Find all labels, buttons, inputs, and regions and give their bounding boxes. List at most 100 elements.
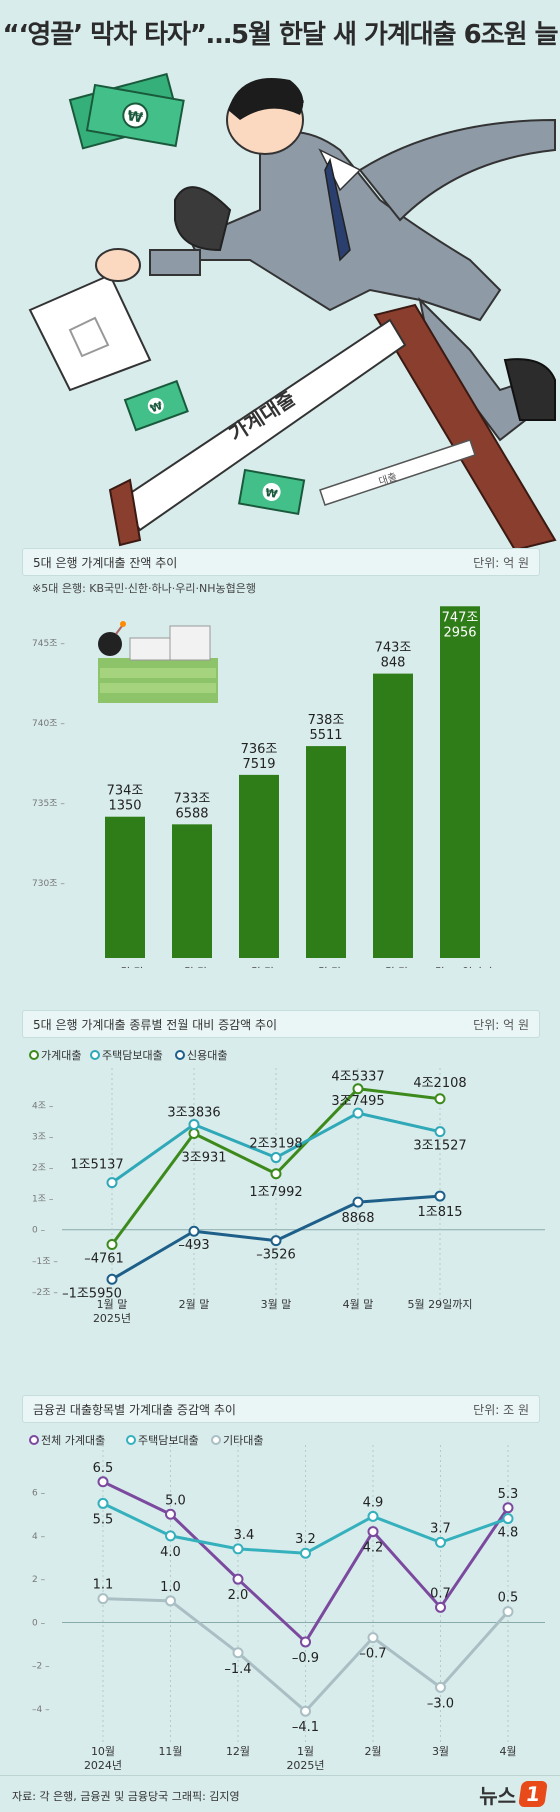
legend-item: 가계대출	[29, 1049, 81, 1062]
data-point	[165, 1530, 176, 1542]
svg-text:₩: ₩	[148, 399, 164, 415]
legend-label: 전체 가계대출	[41, 1434, 105, 1447]
x-tick-label: 3월 말	[311, 966, 342, 968]
news1-logo: 뉴스 1	[479, 1780, 548, 1808]
data-label: 3조7495	[331, 1094, 384, 1109]
data-point	[106, 1177, 118, 1189]
monthly-change-line-chart: 가계대출 주택담보대출 신용대출 4조 – 3조 – 2조 – 1조 – 0 – –1조 – –2…	[29, 1049, 545, 1325]
document-icon	[28, 273, 152, 392]
data-label: 3.2	[295, 1532, 316, 1547]
legend-item: 주택담보대출	[126, 1434, 199, 1447]
panel-sector-change: 금융권 대출항목별 가계대출 증감액 추이 단위: 조 원 전체 가계대출 주택담…	[0, 1395, 560, 1775]
bar	[306, 746, 346, 958]
legend-label: 가계대출	[41, 1049, 81, 1062]
data-label: 1조7992	[249, 1185, 302, 1200]
data-point	[188, 1118, 200, 1130]
bar	[239, 774, 279, 958]
data-point	[352, 1083, 364, 1095]
data-point	[97, 1476, 109, 1488]
data-point	[188, 1128, 200, 1140]
y-tick-label: –4 –	[32, 1705, 50, 1715]
legend-item: 신용대출	[175, 1049, 227, 1062]
svg-text:₩: ₩	[126, 108, 145, 127]
legend-item: 주택담보대출	[90, 1049, 163, 1062]
data-label: –3.0	[427, 1696, 454, 1711]
panel-header: 5대 은행 가계대출 잔액 추이 단위: 억 원	[22, 548, 540, 576]
data-label: 4.2	[363, 1541, 384, 1556]
unit-label: 단위: 억 원	[473, 556, 529, 570]
data-label: 8868	[341, 1211, 374, 1226]
data-point	[352, 1196, 364, 1208]
data-label: 1조5137	[70, 1158, 123, 1173]
x-tick-label: 4월 말	[343, 1298, 374, 1311]
bar	[373, 673, 413, 958]
y-tick-label: 735조 –	[32, 799, 65, 809]
bar	[440, 606, 480, 958]
x-tick-label: 4월 말	[378, 966, 409, 968]
data-point	[367, 1526, 379, 1538]
data-point	[188, 1225, 200, 1237]
data-label: –4.1	[292, 1720, 319, 1735]
data-label: 3조3836	[167, 1105, 220, 1120]
data-label: 2조3198	[249, 1137, 302, 1152]
data-point	[270, 1152, 282, 1164]
data-point	[435, 1601, 446, 1613]
panel-title: 금융권 대출항목별 가계대출 증감액 추이	[33, 1403, 236, 1417]
legend-item: 전체 가계대출	[29, 1434, 105, 1447]
y-tick-label: 740조 –	[32, 719, 65, 729]
data-label: 4조5337	[331, 1070, 384, 1085]
data-point	[434, 1190, 446, 1202]
data-label: 1.1	[93, 1578, 114, 1593]
logo-text: 뉴스	[479, 1783, 516, 1808]
y-tick-label: 730조 –	[32, 879, 65, 889]
data-point	[300, 1636, 311, 1648]
y-tick-label: 0 –	[32, 1618, 46, 1628]
data-label: 1조815	[417, 1205, 462, 1220]
data-label: 2.0	[228, 1588, 249, 1603]
footnote: ※5대 은행: KB국민·신한·하나·우리·NH농협은행	[32, 582, 256, 595]
bar-value-label: 743조 848	[375, 641, 412, 671]
panel-header: 금융권 대출항목별 가계대출 증감액 추이 단위: 조 원	[22, 1395, 540, 1423]
businessman-figure	[95, 78, 556, 442]
x-tick-label: 2월 말	[244, 966, 275, 968]
data-point	[435, 1681, 446, 1693]
data-label: 4.9	[363, 1495, 384, 1510]
y-tick-label: –2 –	[32, 1662, 50, 1672]
x-tick-label: 12월 말2024년	[106, 966, 144, 968]
data-point	[270, 1168, 282, 1180]
building-icon	[98, 621, 218, 703]
data-point	[232, 1647, 244, 1659]
unit-label: 단위: 억 원	[473, 1018, 529, 1032]
y-tick-label: 4조 –	[32, 1101, 54, 1111]
legend-item: 기타대출	[211, 1434, 263, 1447]
legend-label: 기타대출	[223, 1434, 263, 1447]
x-tick-label: 2월 말	[179, 1298, 210, 1311]
data-point	[232, 1543, 244, 1555]
data-point	[434, 1126, 446, 1138]
bar-value-label: 747조 2956	[442, 610, 479, 640]
data-label: 4.8	[498, 1526, 519, 1541]
x-tick-label: 5월 29일까지	[428, 965, 493, 968]
y-tick-label: 745조 –	[32, 639, 65, 649]
panel-header: 5대 은행 가계대출 종류별 전월 대비 증감액 추이 단위: 억 원	[22, 1010, 540, 1038]
data-point	[352, 1107, 364, 1119]
panel-title: 5대 은행 가계대출 종류별 전월 대비 증감액 추이	[33, 1018, 278, 1032]
data-point	[502, 1606, 514, 1618]
series-line	[110, 1087, 441, 1246]
bar	[172, 824, 212, 958]
data-label: –1.4	[224, 1662, 251, 1677]
bar-value-label: 738조 5511	[308, 713, 345, 743]
x-tick-label: 10월 2024년	[84, 1745, 122, 1772]
bar	[105, 816, 145, 958]
data-point	[502, 1502, 514, 1514]
data-point	[367, 1510, 379, 1522]
data-label: –0.7	[359, 1647, 386, 1662]
small-hurdle-label: 대출	[377, 471, 398, 488]
data-point	[97, 1497, 109, 1509]
data-point	[165, 1508, 176, 1520]
data-point	[367, 1632, 379, 1644]
data-label: 0.5	[498, 1591, 519, 1606]
bar-value-label: 733조 6588	[174, 791, 211, 821]
hero-illustration: ₩ ₩ ₩ ₩	[28, 72, 557, 550]
